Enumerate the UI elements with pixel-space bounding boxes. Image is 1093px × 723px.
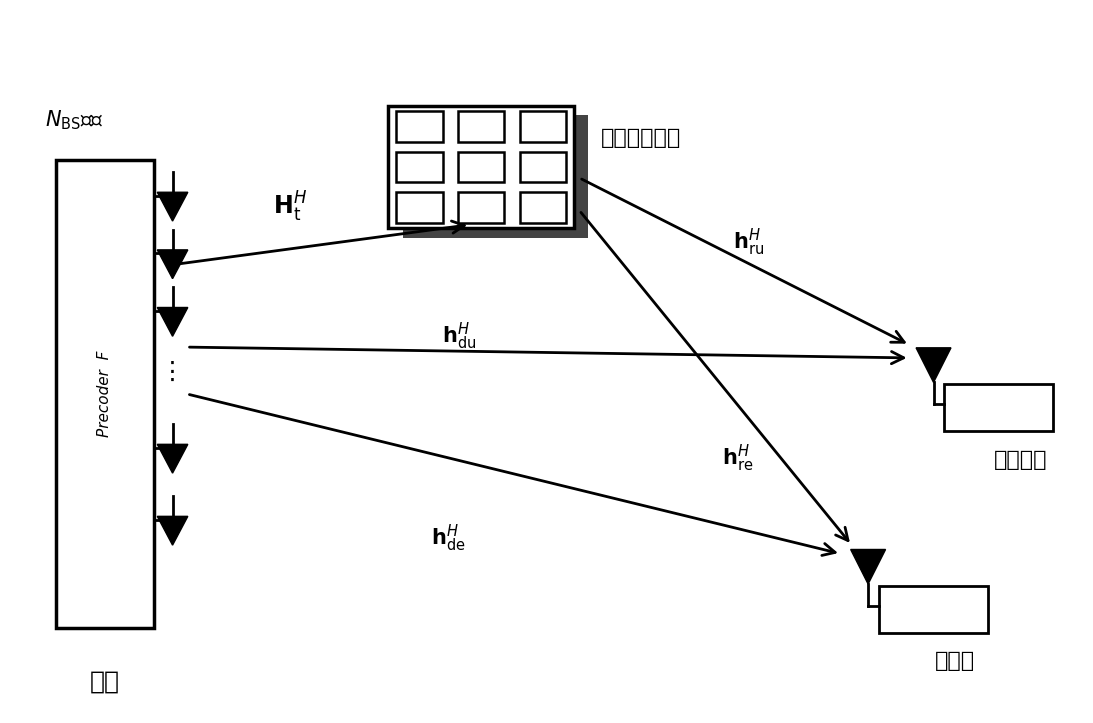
Polygon shape	[157, 307, 188, 336]
Polygon shape	[916, 348, 951, 382]
Bar	[458, 111, 504, 142]
Polygon shape	[157, 192, 188, 221]
Text: $\mathbf{H}_{\mathrm{t}}^{H}$: $\mathbf{H}_{\mathrm{t}}^{H}$	[273, 189, 307, 223]
Bar	[396, 152, 443, 182]
Text: $\mathbf{h}_{\mathrm{re}}^{H}$: $\mathbf{h}_{\mathrm{re}}^{H}$	[721, 443, 753, 474]
Bar	[519, 192, 566, 223]
Bar	[388, 106, 574, 228]
Text: ⋮: ⋮	[160, 360, 185, 385]
Bar	[458, 192, 504, 223]
Bar	[879, 586, 988, 633]
Text: $\mathbf{h}_{\mathrm{ru}}^{H}$: $\mathbf{h}_{\mathrm{ru}}^{H}$	[732, 227, 764, 258]
Bar	[396, 192, 443, 223]
Text: $N_{\rm BS}$天线: $N_{\rm BS}$天线	[45, 108, 104, 132]
Text: Precoder  F: Precoder F	[97, 351, 113, 437]
Text: $\mathbf{h}_{\mathrm{de}}^{H}$: $\mathbf{h}_{\mathrm{de}}^{H}$	[431, 522, 466, 554]
Polygon shape	[157, 250, 188, 278]
Bar	[519, 111, 566, 142]
Bar	[56, 160, 154, 628]
Text: 合法用户: 合法用户	[994, 450, 1047, 470]
Text: 智能反射表面: 智能反射表面	[601, 128, 681, 148]
Text: 窃听者: 窃听者	[936, 651, 975, 672]
Bar	[396, 111, 443, 142]
Polygon shape	[850, 549, 885, 584]
Bar	[944, 384, 1054, 431]
Text: $\mathbf{h}_{\mathrm{du}}^{H}$: $\mathbf{h}_{\mathrm{du}}^{H}$	[442, 321, 477, 352]
Text: 基站: 基站	[90, 670, 120, 694]
Bar	[519, 152, 566, 182]
Bar	[458, 152, 504, 182]
Bar	[402, 115, 588, 238]
Polygon shape	[157, 445, 188, 473]
Polygon shape	[157, 516, 188, 545]
